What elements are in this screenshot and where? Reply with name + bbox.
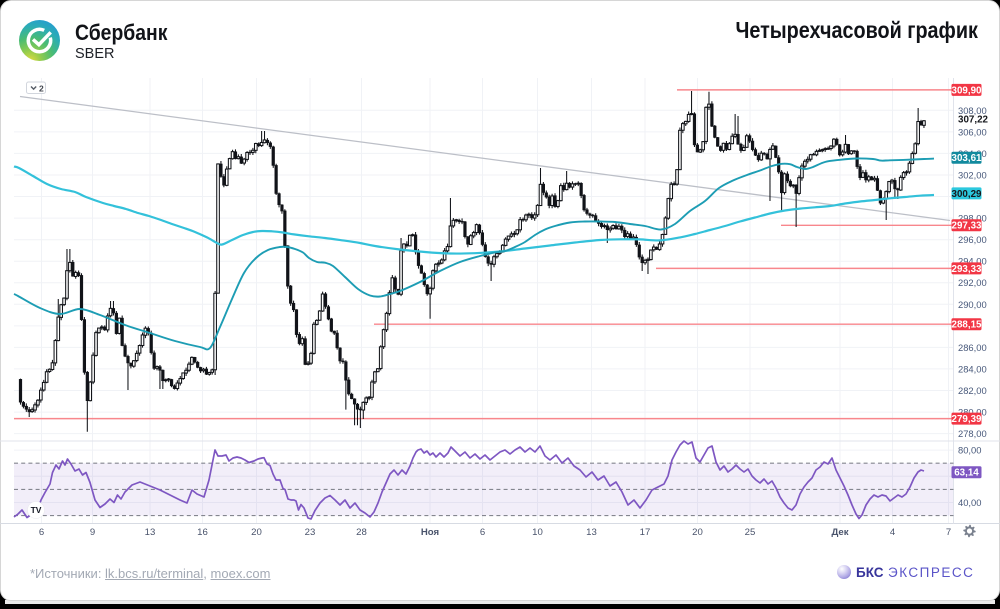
svg-text:Дек: Дек <box>831 527 848 538</box>
svg-text:13: 13 <box>145 527 156 538</box>
svg-text:307,22: 307,22 <box>958 114 989 125</box>
svg-text:297,33: 297,33 <box>952 221 983 232</box>
svg-text:284,00: 284,00 <box>958 363 987 374</box>
svg-text:6: 6 <box>480 527 485 538</box>
svg-text:298,00: 298,00 <box>958 213 987 224</box>
svg-text:TV: TV <box>31 505 42 515</box>
svg-text:9: 9 <box>90 527 95 538</box>
svg-text:306,00: 306,00 <box>958 126 987 137</box>
svg-text:300,29: 300,29 <box>952 189 983 200</box>
svg-text:10: 10 <box>532 527 543 538</box>
svg-text:20: 20 <box>692 527 703 538</box>
svg-text:80,00: 80,00 <box>958 445 981 456</box>
svg-text:309,90: 309,90 <box>952 85 983 96</box>
svg-text:282,00: 282,00 <box>958 385 987 396</box>
svg-text:4: 4 <box>890 527 896 538</box>
svg-text:Ноя: Ноя <box>421 527 439 538</box>
svg-text:278,00: 278,00 <box>958 428 987 439</box>
svg-text:20: 20 <box>251 527 262 538</box>
svg-text:13: 13 <box>586 527 597 538</box>
svg-text:28: 28 <box>356 527 367 538</box>
svg-text:288,15: 288,15 <box>952 320 983 331</box>
svg-text:25: 25 <box>745 527 756 538</box>
svg-text:294,00: 294,00 <box>958 256 987 267</box>
svg-text:302,00: 302,00 <box>958 170 987 181</box>
svg-text:6: 6 <box>39 527 44 538</box>
svg-text:23: 23 <box>305 527 316 538</box>
svg-text:63,14: 63,14 <box>954 468 979 479</box>
svg-text:303,61: 303,61 <box>952 153 983 164</box>
svg-text:7: 7 <box>946 527 951 538</box>
svg-text:40,00: 40,00 <box>958 497 981 508</box>
svg-text:296,00: 296,00 <box>958 234 987 245</box>
svg-text:286,00: 286,00 <box>958 342 987 353</box>
svg-text:279,39: 279,39 <box>952 414 983 425</box>
svg-text:293,33: 293,33 <box>952 264 983 275</box>
svg-text:17: 17 <box>640 527 651 538</box>
svg-text:290,00: 290,00 <box>958 299 987 310</box>
svg-text:308,00: 308,00 <box>958 105 987 116</box>
svg-text:292,00: 292,00 <box>958 277 987 288</box>
svg-text:2: 2 <box>39 84 44 94</box>
svg-text:16: 16 <box>197 527 208 538</box>
svg-text:280,00: 280,00 <box>958 407 987 418</box>
